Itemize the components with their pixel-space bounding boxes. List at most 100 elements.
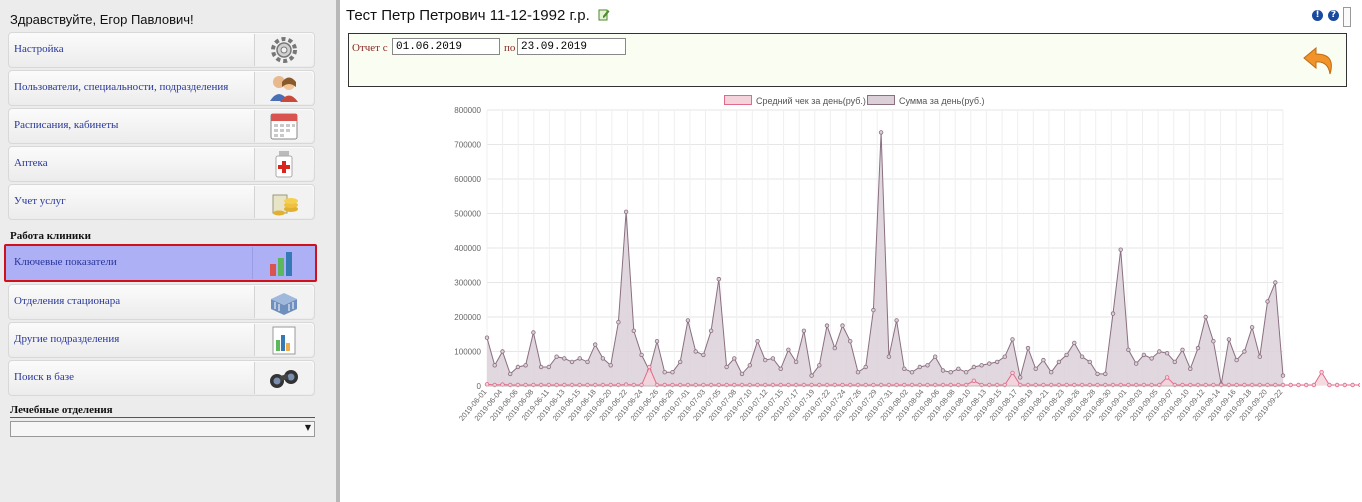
data-point (1211, 338, 1216, 344)
data-point (654, 338, 660, 344)
menu-item-search[interactable]: Поиск в базе (8, 360, 315, 396)
legend-item[interactable]: Средний чек за день(руб.) (724, 95, 866, 106)
y-tick-label: 800000 (454, 106, 481, 115)
data-point (1342, 382, 1347, 388)
binoculars-icon (254, 362, 313, 394)
data-point (484, 335, 490, 340)
bar-chart-icon (252, 247, 311, 279)
data-point (878, 130, 884, 135)
data-point (693, 349, 698, 354)
data-point (500, 349, 505, 354)
data-point (546, 364, 551, 370)
data-point (917, 364, 922, 370)
data-point (647, 364, 652, 370)
data-point (492, 363, 497, 368)
data-point (1257, 354, 1262, 359)
back-arrow-icon[interactable] (1302, 44, 1336, 78)
data-point (1041, 357, 1046, 363)
chart-area: Средний чек за день(руб.) Сумма за день(… (440, 90, 1360, 502)
data-point (1288, 382, 1293, 388)
data-point (963, 370, 969, 375)
date-from-input[interactable] (392, 38, 500, 55)
series-line (486, 365, 1360, 386)
data-point (948, 370, 953, 375)
menu-item-other-departments[interactable]: Другие подразделения (8, 322, 315, 358)
help-icon[interactable]: ? (1328, 10, 1339, 21)
gear-icon (254, 34, 313, 66)
menu-item-label: Отделения стационара (14, 295, 121, 307)
edit-icon[interactable] (598, 8, 610, 21)
section-heading-clinic: Работа клиники (10, 230, 91, 242)
data-point (1242, 349, 1247, 354)
data-point (523, 363, 528, 368)
menu-item-label: Пользователи, специальности, подразделен… (14, 81, 229, 93)
data-point (824, 323, 830, 328)
data-point (631, 328, 636, 333)
data-point (577, 356, 582, 361)
departments-select[interactable]: ▼ (10, 421, 315, 437)
y-tick-label: 200000 (454, 313, 481, 322)
report-from-label: Отчет с (352, 42, 388, 54)
data-point (708, 328, 714, 333)
data-point (1164, 375, 1170, 380)
menu-item-label: Другие подразделения (14, 333, 120, 345)
legend-label-avg: Средний чек за день(руб.) (756, 96, 866, 106)
legend-item[interactable]: Сумма за день(руб.) (867, 95, 984, 106)
data-point (832, 345, 837, 351)
data-point (1226, 337, 1232, 342)
menu-item-pharmacy[interactable]: Аптека (8, 146, 315, 182)
data-point (1203, 314, 1208, 320)
menu-item-label: Расписания, кабинеты (14, 119, 119, 131)
data-point (770, 356, 776, 361)
data-point (801, 328, 807, 333)
data-point (1280, 373, 1286, 378)
data-point (909, 370, 915, 375)
y-tick-label: 100000 (454, 348, 481, 357)
info-icon[interactable]: ! (1312, 10, 1323, 21)
menu-item-settings[interactable]: Настройка (8, 32, 315, 68)
data-point (739, 371, 745, 377)
data-point (1033, 366, 1038, 371)
data-point (724, 364, 729, 370)
data-point (1164, 351, 1170, 356)
users-icon (254, 72, 313, 104)
data-point (639, 352, 644, 358)
menu-item-services[interactable]: Учет услуг (8, 184, 315, 220)
data-point (1195, 345, 1201, 351)
data-point (793, 359, 799, 365)
greeting-text: Здравствуйте, Егор Павлович! (10, 12, 194, 27)
data-point (1103, 371, 1108, 377)
patient-title-text: Тест Петр Петрович 11-12-1992 г.р. (346, 7, 590, 24)
data-point (507, 371, 513, 377)
data-point (994, 359, 1000, 365)
menu-item-label: Настройка (14, 43, 64, 55)
data-point (971, 378, 977, 383)
data-point (1072, 340, 1077, 346)
data-point (863, 364, 868, 370)
data-point (1064, 352, 1069, 358)
panel-divider[interactable] (336, 0, 340, 502)
data-point (1157, 349, 1162, 354)
date-to-input[interactable] (517, 38, 626, 55)
menu-item-label: Ключевые показатели (14, 256, 117, 268)
data-point (1350, 382, 1355, 388)
data-point (1018, 375, 1023, 380)
menu-item-key-indicators[interactable]: Ключевые показатели (4, 244, 317, 282)
data-point (1319, 370, 1324, 375)
data-point (1095, 371, 1100, 377)
data-point (1296, 382, 1301, 388)
data-point (701, 352, 706, 358)
menu-item-schedule[interactable]: Расписания, кабинеты (8, 108, 315, 144)
data-point (747, 363, 752, 368)
data-point (786, 347, 791, 352)
data-point (902, 366, 907, 371)
scrollbar[interactable] (1343, 7, 1351, 27)
data-point (1327, 382, 1332, 388)
data-point (1188, 366, 1193, 371)
menu-item-users[interactable]: Пользователи, специальности, подразделен… (8, 70, 315, 106)
data-point (562, 356, 567, 361)
data-point (716, 276, 721, 282)
data-point (809, 373, 814, 378)
menu-item-inpatient[interactable]: Отделения стационара (8, 284, 315, 320)
data-point (1334, 382, 1340, 388)
